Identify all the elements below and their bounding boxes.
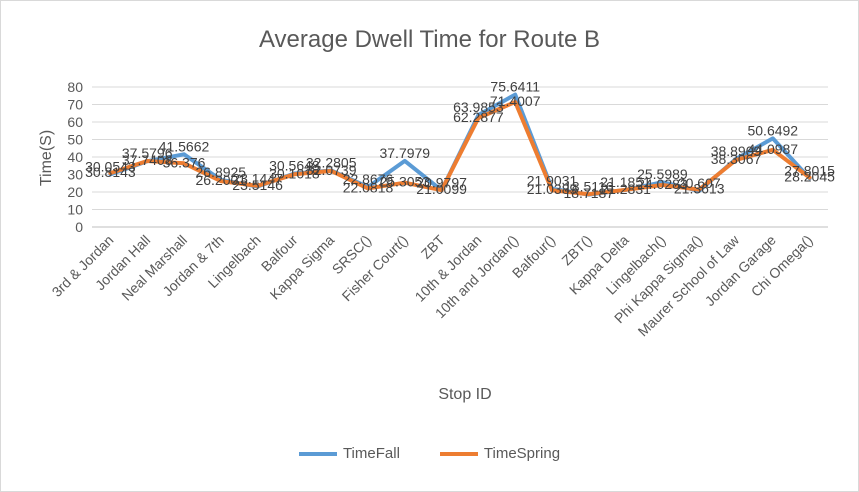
chart-title: Average Dwell Time for Route B <box>258 26 601 53</box>
data-label: 37.7408 <box>122 152 173 168</box>
y-tick-label: 10 <box>67 202 83 218</box>
y-axis-label: Time(S) <box>38 130 55 186</box>
legend-item-timefall: TimeFall <box>298 445 400 462</box>
data-label: 26.2001 <box>195 172 246 188</box>
data-label: 21.0389 <box>527 181 578 197</box>
data-label: 32.2805 <box>306 155 357 171</box>
y-tick-label: 40 <box>67 149 83 165</box>
data-label: 30.1018 <box>269 165 320 181</box>
legend-label-timespring: TimeSpring <box>483 445 561 462</box>
data-label: 24.0283 <box>637 176 688 192</box>
data-label: 62.2877 <box>453 109 504 125</box>
y-tick-label: 50 <box>67 132 83 148</box>
data-label: 23.1447 <box>232 170 283 186</box>
y-tick-label: 60 <box>67 114 83 130</box>
data-label: 30.5648 <box>269 158 320 174</box>
data-label: 36.376 <box>163 154 206 170</box>
data-label: 22.0818 <box>343 179 394 195</box>
legend-item-timespring: TimeSpring <box>439 445 561 462</box>
data-label: 38.8909 <box>711 143 762 159</box>
y-tick-label: 0 <box>75 219 83 235</box>
legend: TimeFall TimeSpring <box>0 445 859 462</box>
data-label: 26.8925 <box>195 164 246 180</box>
data-label: 27.8015 <box>784 162 835 178</box>
data-label: 18.7187 <box>563 185 614 201</box>
data-label: 30.0543 <box>85 158 136 174</box>
data-label: 21.9031 <box>527 173 578 189</box>
data-label: 25.3053 <box>379 174 430 190</box>
data-label: 23.5146 <box>232 177 283 193</box>
data-label: 37.7979 <box>379 145 430 161</box>
data-label: 21.3613 <box>674 181 725 197</box>
x-tick-label: Fisher Court() <box>339 232 411 304</box>
series-lines <box>108 92 812 197</box>
data-label: 32.0739 <box>306 162 357 178</box>
data-label: 63.9853 <box>453 99 504 115</box>
data-label: 21.2831 <box>600 181 651 197</box>
y-tick-label: 30 <box>67 167 83 183</box>
y-tick-label: 70 <box>67 97 83 113</box>
series-line-timespring <box>108 100 812 197</box>
data-label: 41.5662 <box>159 138 210 154</box>
y-tick-label: 20 <box>67 184 83 200</box>
x-tick-label: ZBT <box>418 231 448 261</box>
data-label: 21.1851 <box>600 174 651 190</box>
x-tick-label: Kappa Sigma <box>267 232 338 303</box>
data-label: 21.0099 <box>416 181 467 197</box>
data-label: 28.2045 <box>784 169 835 185</box>
data-label: 50.6492 <box>747 122 798 138</box>
data-label: 20.607 <box>678 175 721 191</box>
data-label: 38.3067 <box>711 151 762 167</box>
data-label: 22.8676 <box>343 171 394 187</box>
data-label: 20.9797 <box>416 174 467 190</box>
x-axis-label: Stop ID <box>438 386 491 403</box>
legend-swatch-timefall <box>298 451 337 456</box>
legend-swatch-timespring <box>439 451 478 456</box>
data-label: 75.6411 <box>490 79 540 95</box>
gridlines <box>92 86 828 228</box>
data-label: 37.5796 <box>122 145 173 161</box>
data-label: 18.5116 <box>564 179 614 195</box>
y-tick-label: 80 <box>67 79 83 95</box>
data-label: 71.4007 <box>490 93 541 109</box>
data-label: 30.8143 <box>85 164 136 180</box>
data-label: 44.0987 <box>747 141 798 157</box>
data-label: 25.5989 <box>637 166 688 182</box>
legend-label-timefall: TimeFall <box>342 445 400 462</box>
